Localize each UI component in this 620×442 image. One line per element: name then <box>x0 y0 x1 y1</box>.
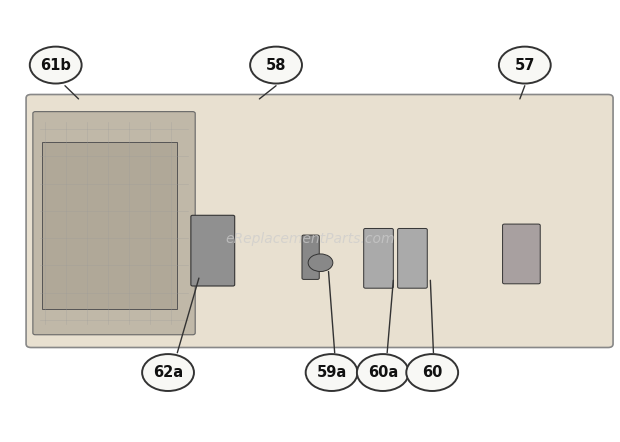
FancyBboxPatch shape <box>302 235 319 279</box>
Circle shape <box>406 354 458 391</box>
Circle shape <box>250 46 302 84</box>
Text: 61b: 61b <box>40 57 71 72</box>
Circle shape <box>306 354 358 391</box>
Text: 62a: 62a <box>153 365 183 380</box>
Text: 60: 60 <box>422 365 443 380</box>
Circle shape <box>308 254 333 271</box>
Circle shape <box>30 46 82 84</box>
Text: eReplacementParts.com: eReplacementParts.com <box>225 232 395 246</box>
Circle shape <box>357 354 409 391</box>
FancyBboxPatch shape <box>397 229 427 288</box>
Text: 58: 58 <box>266 57 286 72</box>
Text: 59a: 59a <box>316 365 347 380</box>
Circle shape <box>142 354 194 391</box>
Text: 57: 57 <box>515 57 535 72</box>
FancyBboxPatch shape <box>42 142 177 309</box>
Text: 60a: 60a <box>368 365 398 380</box>
Circle shape <box>499 46 551 84</box>
FancyBboxPatch shape <box>33 112 195 335</box>
FancyBboxPatch shape <box>364 229 393 288</box>
FancyBboxPatch shape <box>191 215 235 286</box>
FancyBboxPatch shape <box>26 95 613 347</box>
FancyBboxPatch shape <box>503 224 540 284</box>
